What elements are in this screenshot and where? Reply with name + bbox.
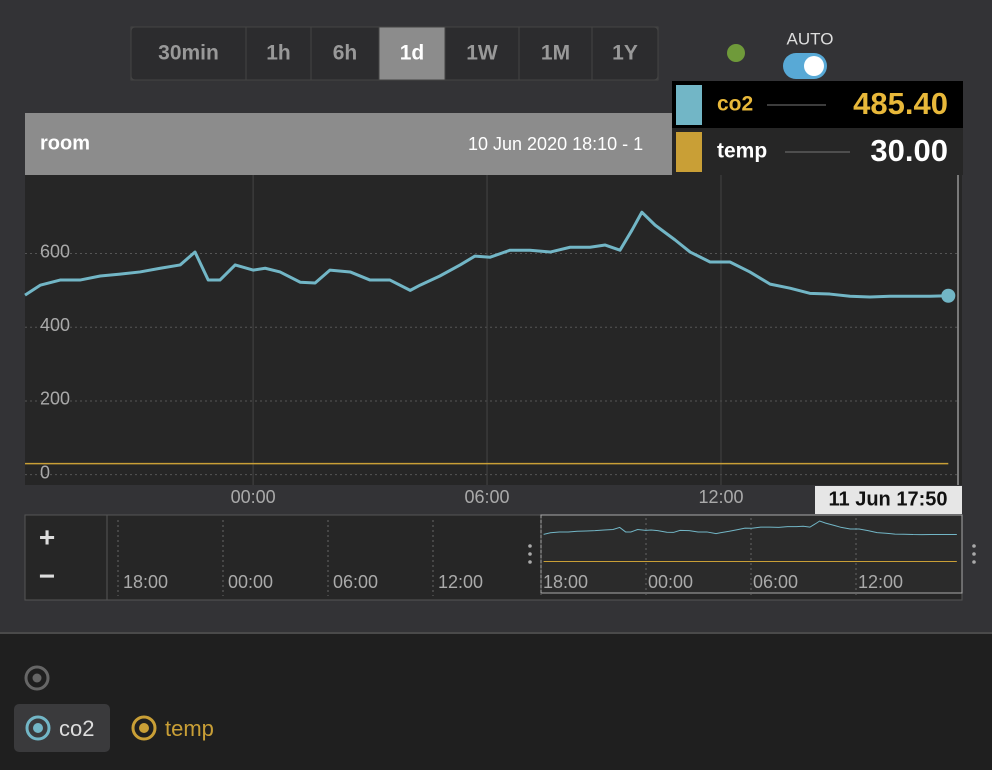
x-tick-label: 00:00 bbox=[231, 487, 276, 507]
legend-icon[interactable] bbox=[131, 715, 157, 741]
legend-label[interactable]: co2 bbox=[59, 716, 94, 741]
legend-icon[interactable] bbox=[25, 715, 51, 741]
nav-handle[interactable] bbox=[528, 560, 532, 564]
nav-tick-label: 00:00 bbox=[648, 572, 693, 592]
nav-handle[interactable] bbox=[972, 552, 976, 556]
x-axis-band bbox=[25, 485, 962, 515]
range-label: 1W bbox=[466, 42, 498, 65]
last-point bbox=[941, 288, 956, 303]
x-tick-label: 12:00 bbox=[698, 487, 743, 507]
y-tick-label: 400 bbox=[40, 315, 70, 335]
range-button[interactable] bbox=[378, 26, 446, 81]
y-tick-label: 0 bbox=[40, 462, 50, 482]
nav-tick-label: 12:00 bbox=[438, 572, 483, 592]
legend-label[interactable]: temp bbox=[165, 716, 214, 741]
legend-icon-dot bbox=[33, 723, 43, 733]
tooltip-swatch bbox=[676, 85, 702, 125]
range-label: 1Y bbox=[612, 42, 638, 65]
range-label: 6h bbox=[333, 42, 358, 65]
range-button[interactable] bbox=[591, 26, 659, 81]
range-label: 1d bbox=[400, 42, 425, 65]
nav-tick-label: 00:00 bbox=[228, 572, 273, 592]
nav-tick-label: 18:00 bbox=[123, 572, 168, 592]
tooltip-swatch bbox=[676, 132, 702, 172]
range-label: 1M bbox=[541, 42, 570, 65]
status-dot bbox=[727, 44, 745, 62]
legend-icon-dot bbox=[139, 723, 149, 733]
nav-handle[interactable] bbox=[528, 552, 532, 556]
auto-label: AUTO bbox=[787, 29, 834, 48]
preview-line bbox=[543, 520, 957, 536]
nav-tick-label: 12:00 bbox=[858, 572, 903, 592]
auto-knob bbox=[804, 56, 824, 76]
range-label: 30min bbox=[158, 42, 219, 65]
tooltip-name: co2 bbox=[717, 93, 753, 116]
y-tick-label: 200 bbox=[40, 389, 70, 409]
nav-handle[interactable] bbox=[528, 544, 532, 548]
chart-panel bbox=[25, 113, 962, 600]
nav-handle[interactable] bbox=[972, 560, 976, 564]
y-tick-label: 600 bbox=[40, 241, 70, 261]
nav-tick-label: 06:00 bbox=[333, 572, 378, 592]
all-toggle-dot bbox=[32, 673, 42, 683]
cursor-label-box bbox=[815, 486, 962, 514]
tooltip-value: 485.40 bbox=[853, 86, 948, 121]
nav-tick-label: 18:00 bbox=[543, 572, 588, 592]
x-tick-label: 06:00 bbox=[465, 487, 510, 507]
chart-subtitle: 10 Jun 2020 18:10 - 1 bbox=[468, 134, 643, 154]
tooltip-value: 30.00 bbox=[870, 133, 948, 168]
zoom-out[interactable]: − bbox=[39, 560, 55, 591]
cursor-label: 11 Jun 17:50 bbox=[829, 488, 948, 510]
bottom-area bbox=[0, 633, 992, 770]
nav-tick-label: 06:00 bbox=[753, 572, 798, 592]
series-line bbox=[24, 210, 949, 299]
chart-title: room bbox=[40, 132, 90, 154]
all-toggle[interactable] bbox=[24, 665, 50, 691]
tooltip-name: temp bbox=[717, 140, 767, 163]
zoom-in[interactable]: + bbox=[39, 521, 55, 552]
nav-handle[interactable] bbox=[972, 544, 976, 548]
range-label: 1h bbox=[266, 42, 291, 65]
